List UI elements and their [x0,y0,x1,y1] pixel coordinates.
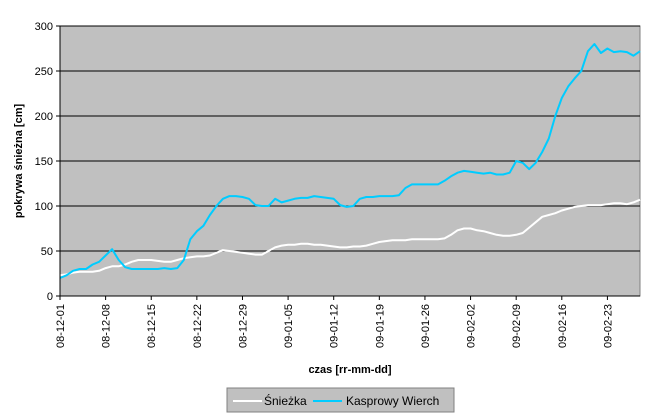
y-tick-label: 200 [35,111,53,123]
y-axis-ticks: 0 50 100 150 200 250 300 [35,21,60,303]
x-tick-label: 09-02-09 [511,304,523,348]
x-tick-label: 08-12-29 [237,304,249,348]
legend-label-snieżka: Śnieżka [264,393,307,408]
x-tick-label: 09-02-16 [557,304,569,348]
y-axis-title: pokrywa śnieżna [cm] [13,104,25,219]
legend-label-kasprowy-wierch: Kasprowy Wierch [346,394,439,408]
x-axis-ticks: 08-12-01 08-12-08 08-12-15 08-12-22 08-12-29… [55,296,614,348]
x-tick-label: 09-01-19 [374,304,386,348]
legend: Śnieżka Kasprowy Wierch [226,387,455,413]
x-tick-label: 08-12-08 [101,304,113,348]
x-axis-title: czas [rr-mm-dd] [308,364,391,376]
x-tick-label: 08-12-01 [55,304,67,348]
y-tick-label: 50 [41,246,53,258]
x-tick-label: 09-02-23 [602,304,614,348]
series-layer [59,43,641,279]
x-tick-label: 09-02-02 [466,304,478,348]
y-tick-label: 250 [35,66,53,78]
series-line-snieżka [59,198,641,277]
y-tick-label: 0 [47,291,53,303]
x-tick-label: 09-01-12 [329,304,341,348]
x-tick-label: 08-12-15 [146,304,158,348]
series-line-kasprowy-wierch [59,43,641,279]
x-tick-label: 08-12-22 [192,304,204,348]
x-tick-label: 09-01-26 [420,304,432,348]
gridlines [60,25,640,252]
y-tick-label: 300 [35,21,53,33]
y-tick-label: 100 [35,201,53,213]
x-tick-label: 09-01-05 [283,304,295,348]
y-tick-label: 150 [35,156,53,168]
